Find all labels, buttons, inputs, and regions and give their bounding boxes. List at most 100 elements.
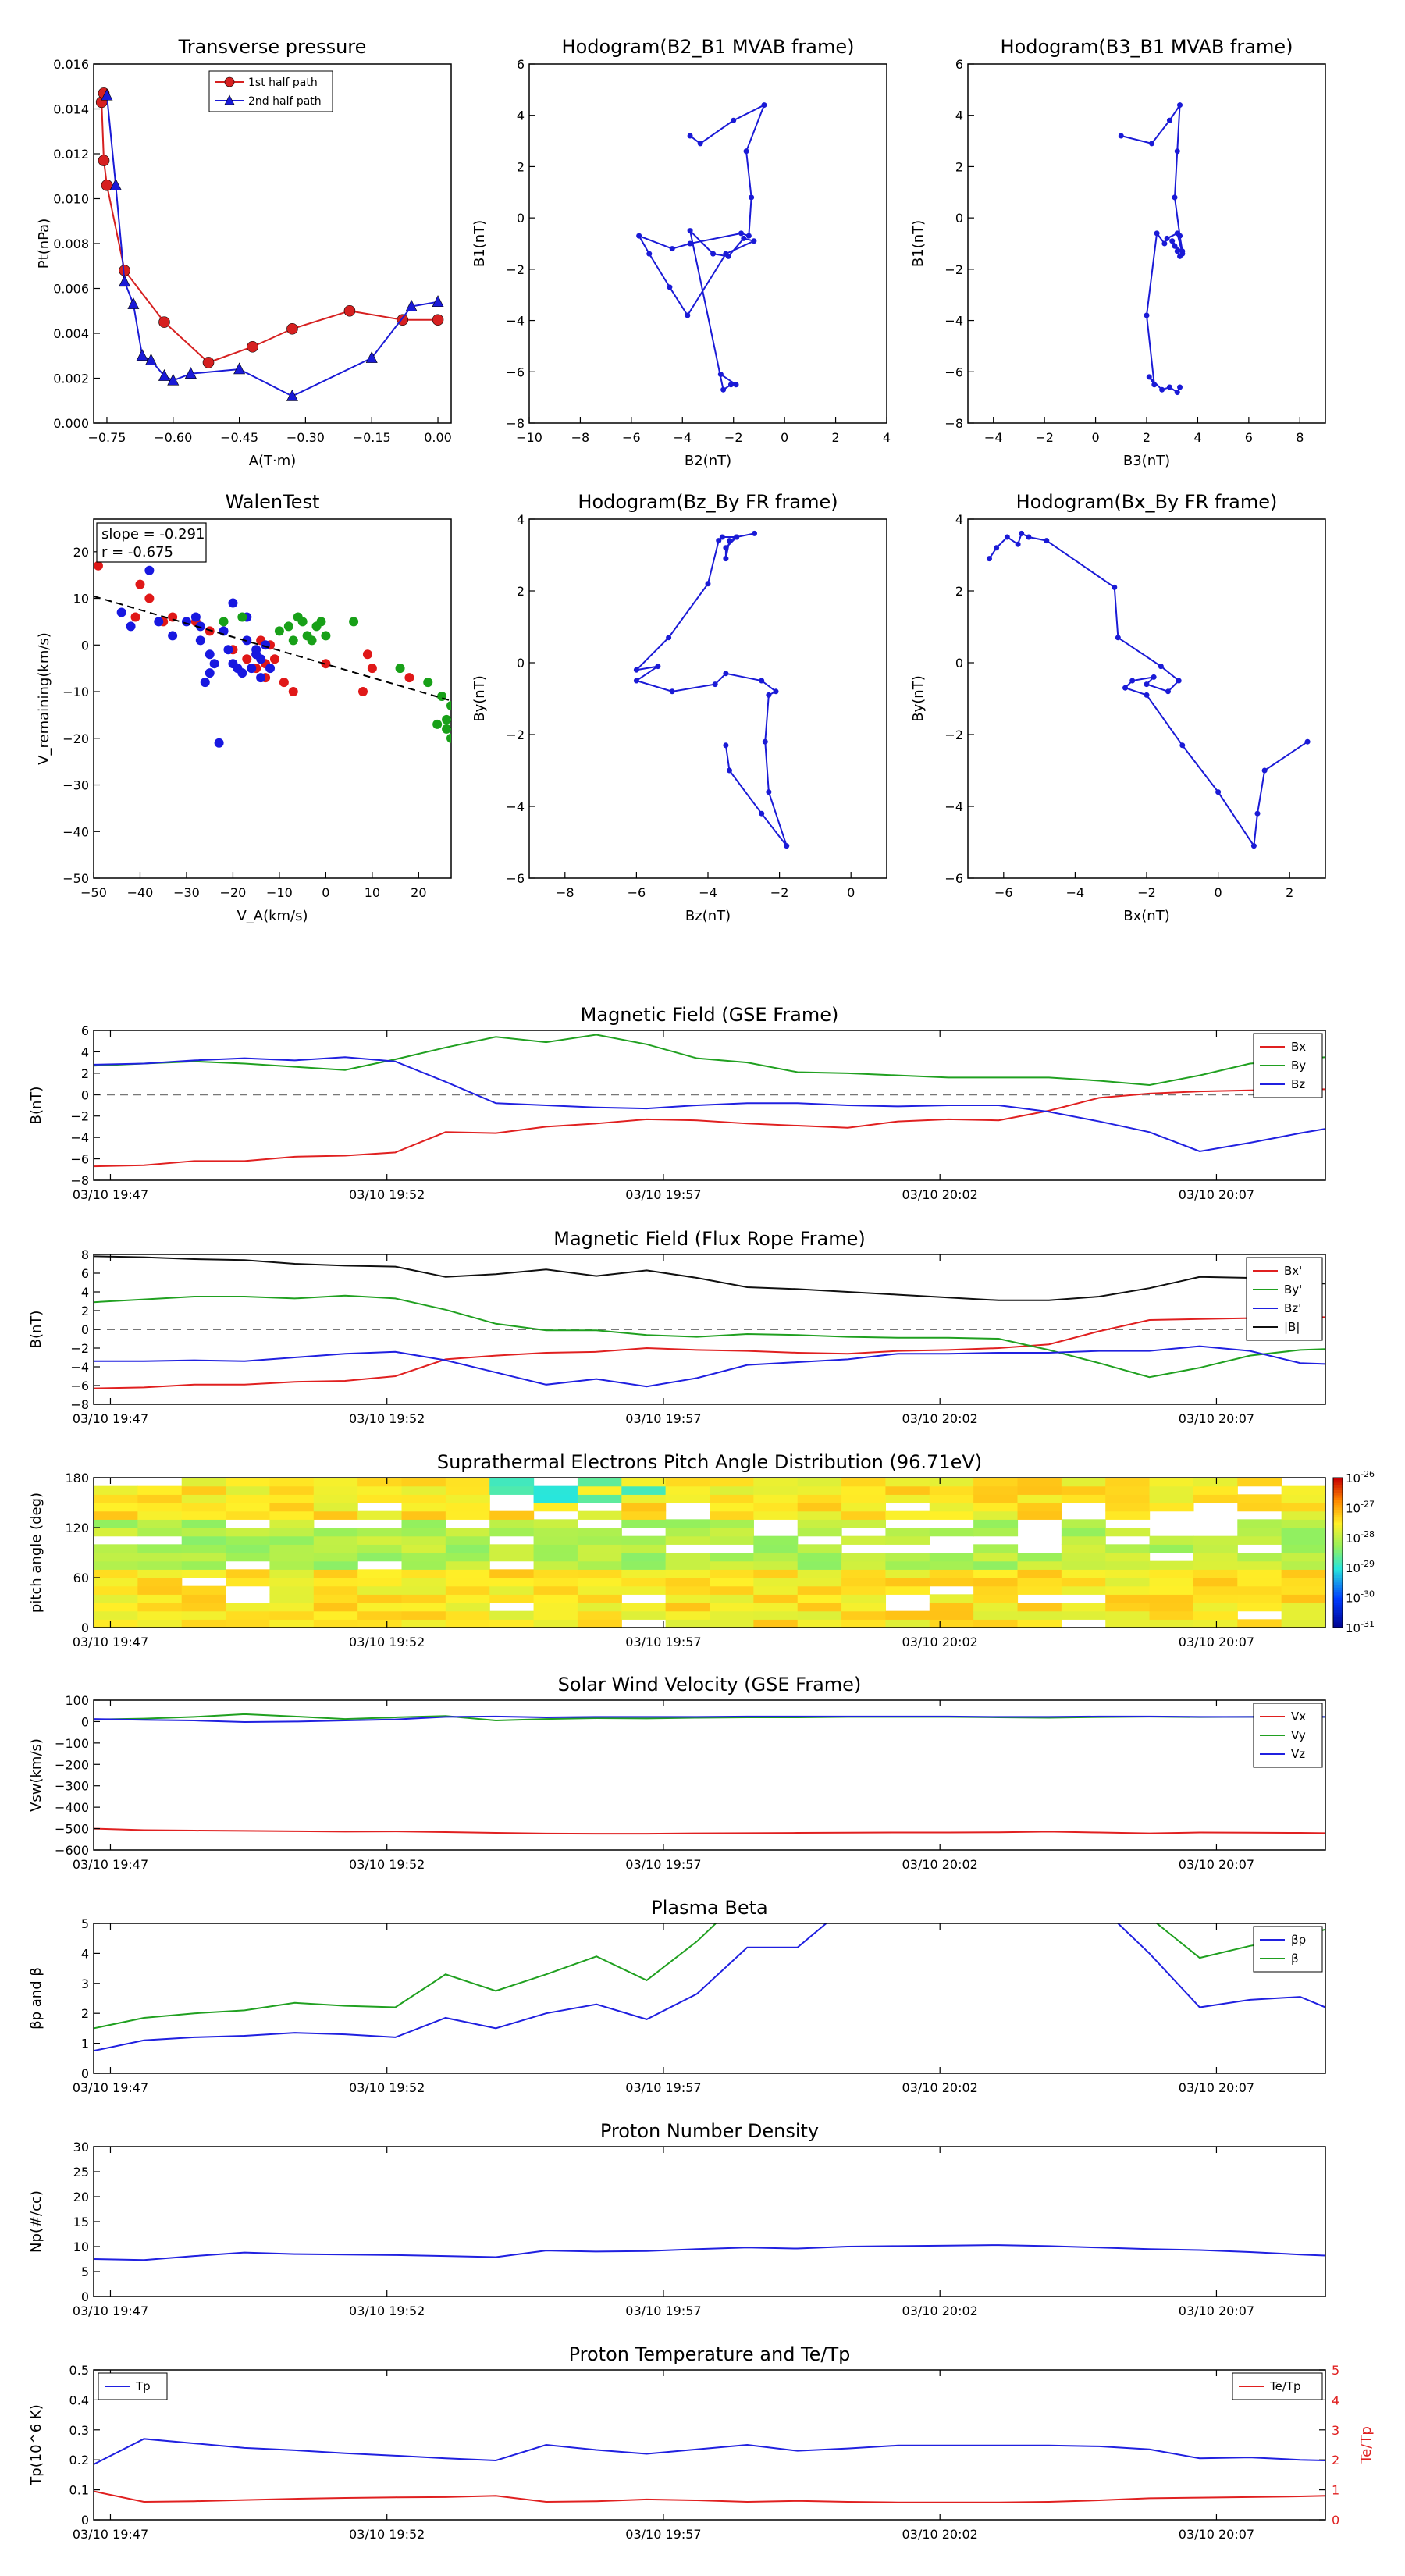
colorbar-segment [1333, 1512, 1343, 1516]
heatmap-cell [753, 1585, 799, 1595]
heatmap-cell [181, 1535, 226, 1545]
heatmap-cell [885, 1585, 930, 1595]
heatmap-cell [973, 1585, 1019, 1595]
heatmap-cell [445, 1578, 490, 1587]
colorbar-segment [1333, 1570, 1343, 1574]
data-point [405, 299, 418, 311]
heatmap-cell [1105, 1528, 1151, 1537]
heatmap-cell [1149, 1578, 1194, 1587]
heatmap-cell [94, 1619, 138, 1628]
data-point [723, 742, 729, 749]
heatmap-cell [841, 1478, 887, 1487]
y-tick-label: 0 [81, 2513, 89, 2528]
heatmap-cell [1017, 1569, 1062, 1578]
x-tick-label: 0 [322, 885, 329, 900]
heatmap-cell [577, 1578, 622, 1587]
heatmap-cell [710, 1603, 754, 1612]
y-tick-label: 4 [81, 1285, 89, 1300]
colorbar-segment [1333, 1482, 1343, 1486]
legend-label: Te/Tp [1269, 2379, 1301, 2393]
x-tick-label: 03/10 20:02 [902, 1635, 978, 1649]
x-tick-label: 03/10 20:07 [1179, 1411, 1254, 1426]
data-point [219, 617, 229, 627]
heatmap-cell [533, 1494, 578, 1503]
x-tick-label: −10 [516, 430, 542, 445]
y-tick-label: −4 [70, 1360, 89, 1375]
heatmap-cell [577, 1478, 622, 1487]
data-point [395, 664, 405, 674]
data-point [1144, 681, 1150, 688]
heatmap-cell [489, 1610, 535, 1620]
heatmap-cell [226, 1578, 271, 1587]
heatmap-cell [533, 1485, 578, 1495]
data-point [773, 688, 779, 695]
heatmap-cell [181, 1553, 226, 1562]
heatmap-cell [533, 1569, 578, 1578]
heatmap-cell [577, 1560, 622, 1570]
heatmap-cell [313, 1485, 358, 1495]
heatmap-cell [621, 1569, 667, 1578]
y-tick-label: −6 [506, 871, 525, 886]
data-point [1165, 688, 1171, 695]
heatmap-cell [313, 1578, 358, 1587]
series-line [94, 1316, 1325, 1389]
heatmap-cell [181, 1478, 226, 1487]
heatmap-cell [841, 1585, 887, 1595]
data-point [242, 654, 252, 664]
y-tick-label: 2 [81, 2006, 89, 2021]
heatmap-cell [226, 1553, 271, 1562]
heatmap-cell [577, 1553, 622, 1562]
heatmap-cell [665, 1578, 710, 1587]
data-point [759, 810, 765, 817]
y-tick-label: 3 [1332, 2423, 1339, 2438]
data-point [994, 545, 1000, 551]
data-point [749, 194, 755, 201]
heatmap-cell [357, 1619, 403, 1628]
heatmap-cell [797, 1585, 842, 1595]
axes-frame [93, 1477, 1326, 1628]
data-point [214, 738, 224, 748]
x-tick-label: −4 [984, 430, 1003, 445]
data-point [1177, 384, 1183, 390]
heatmap-cell [269, 1494, 315, 1503]
y-tick-label: −6 [70, 1152, 89, 1167]
colorbar-segment [1333, 1580, 1343, 1583]
data-point [705, 581, 711, 587]
x-tick-label: 2 [1286, 885, 1293, 900]
heatmap-cell [489, 1519, 535, 1528]
heatmap-cell [445, 1569, 490, 1578]
heatmap-cell [357, 1478, 403, 1487]
heatmap-cell [621, 1578, 667, 1587]
colorbar-segment [1333, 1603, 1343, 1606]
heatmap-cell [181, 1528, 226, 1537]
data-point [761, 102, 767, 109]
data-point [1019, 530, 1025, 536]
y-tick-label: 0 [81, 1714, 89, 1729]
heatmap-cell [1061, 1603, 1106, 1612]
heatmap-cell [1149, 1569, 1194, 1578]
legend-label: Bx [1291, 1040, 1306, 1054]
colorbar-segment [1333, 1507, 1343, 1511]
colorbar-segment [1333, 1587, 1343, 1591]
heatmap-cell [357, 1603, 403, 1612]
series-line [94, 1923, 1325, 2030]
heatmap-cell [137, 1528, 183, 1537]
y-tick-label: 60 [73, 1571, 89, 1585]
heatmap-cell [797, 1594, 842, 1603]
heatmap-cell [445, 1485, 490, 1495]
x-tick-label: 10 [365, 885, 380, 900]
heatmap-cell [357, 1535, 403, 1545]
x-tick-label: −0.30 [286, 430, 325, 445]
colorbar-segment [1333, 1585, 1343, 1589]
heatmap-cell [313, 1569, 358, 1578]
heatmap-cell [577, 1569, 622, 1578]
heatmap-cell [1193, 1553, 1238, 1562]
x-tick-label: 6 [1245, 430, 1253, 445]
x-tick-label: −30 [173, 885, 200, 900]
heatmap-cell [621, 1610, 667, 1620]
heatmap-cell [797, 1569, 842, 1578]
y-tick-label: −100 [55, 1736, 89, 1751]
heatmap-cell [533, 1578, 578, 1587]
heatmap-cell [445, 1553, 490, 1562]
